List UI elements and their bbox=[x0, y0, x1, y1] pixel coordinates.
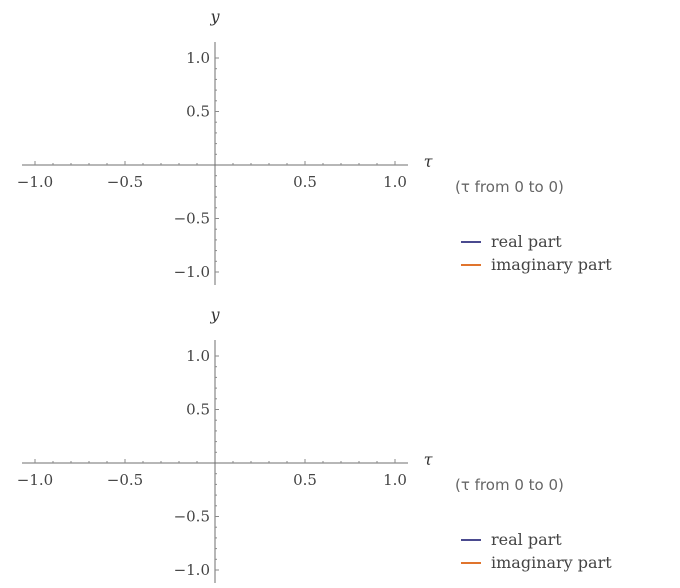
legend-item-imaginary: imaginary part bbox=[461, 253, 612, 276]
y-tick-label: −1.0 bbox=[174, 561, 210, 579]
plot-panel-2: −1.0 −0.5 0.5 1.0 −1.0 −0.5 0.5 1.0 τ y (τ from 0… bbox=[0, 298, 680, 588]
plot-panel-1: −1.0 −0.5 0.5 1.0 −1.0 −0.5 0.5 1.0 τ y (τ from 0… bbox=[0, 0, 680, 290]
y-axis-title: y bbox=[209, 305, 220, 324]
legend-label-imaginary: imaginary part bbox=[491, 255, 612, 274]
plot-svg-1: −1.0 −0.5 0.5 1.0 −1.0 −0.5 0.5 1.0 τ y bbox=[17, 7, 434, 285]
range-note: (τ from 0 to 0) bbox=[455, 178, 564, 196]
legend-item-real: real part bbox=[461, 528, 612, 551]
real-part-swatch-icon bbox=[461, 538, 481, 541]
range-note: (τ from 0 to 0) bbox=[455, 476, 564, 494]
y-axis-title: y bbox=[209, 7, 220, 26]
imaginary-part-swatch-icon bbox=[461, 561, 481, 564]
plot-svg-2: −1.0 −0.5 0.5 1.0 −1.0 −0.5 0.5 1.0 τ y bbox=[17, 305, 434, 583]
legend-label-real: real part bbox=[491, 530, 562, 549]
y-tick-label: 0.5 bbox=[186, 103, 210, 121]
y-tick-label: 1.0 bbox=[186, 347, 210, 365]
x-tick-label: 1.0 bbox=[383, 471, 407, 489]
legend-item-imaginary: imaginary part bbox=[461, 551, 612, 574]
y-tick-label: −0.5 bbox=[174, 210, 210, 228]
x-axis-title: τ bbox=[424, 152, 434, 171]
x-tick-label: 0.5 bbox=[293, 471, 317, 489]
x-tick-label: −0.5 bbox=[107, 173, 143, 191]
x-tick-label: −1.0 bbox=[17, 471, 53, 489]
legend-label-imaginary: imaginary part bbox=[491, 553, 612, 572]
x-tick-label: −0.5 bbox=[107, 471, 143, 489]
y-tick-label: −0.5 bbox=[174, 508, 210, 526]
y-tick-label: 0.5 bbox=[186, 401, 210, 419]
x-tick-label: 1.0 bbox=[383, 173, 407, 191]
legend-item-real: real part bbox=[461, 230, 612, 253]
x-tick-label: −1.0 bbox=[17, 173, 53, 191]
legend: real part imaginary part bbox=[461, 230, 612, 276]
y-tick-label: −1.0 bbox=[174, 263, 210, 281]
real-part-swatch-icon bbox=[461, 240, 481, 243]
legend: real part imaginary part bbox=[461, 528, 612, 574]
legend-label-real: real part bbox=[491, 232, 562, 251]
x-axis-title: τ bbox=[424, 450, 434, 469]
x-tick-label: 0.5 bbox=[293, 173, 317, 191]
imaginary-part-swatch-icon bbox=[461, 263, 481, 266]
y-tick-label: 1.0 bbox=[186, 49, 210, 67]
